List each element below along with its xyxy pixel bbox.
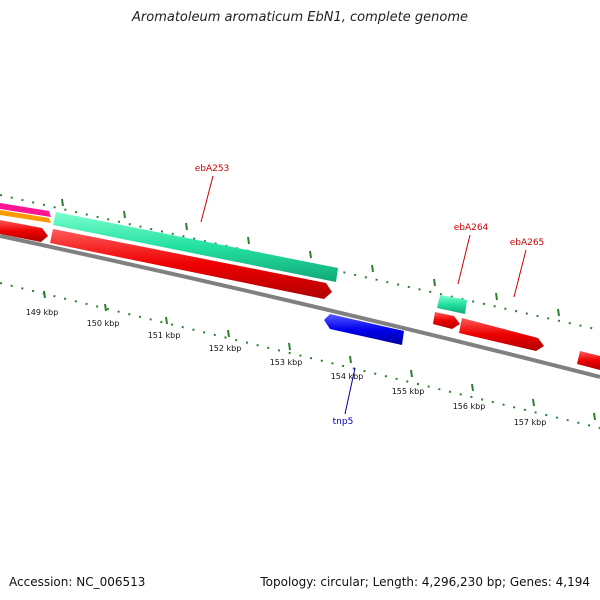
inner-major-tick (471, 383, 474, 392)
tick-label: 154 kbp (331, 372, 364, 381)
inner-major-tick (43, 290, 46, 299)
callout-line-ebA265 (513, 249, 527, 298)
gene-label-tnp5[interactable]: tnp5 (333, 417, 354, 427)
outer-major-tick (123, 210, 126, 219)
genome-backbone (0, 234, 600, 379)
map-title: Aromatoleum aromaticum EbN1, complete ge… (132, 10, 468, 25)
inner-major-tick (532, 398, 535, 407)
cds-feature-ebA253[interactable] (50, 229, 332, 299)
gene-label-ebA264[interactable]: ebA264 (454, 223, 489, 233)
tick-label: 153 kbp (270, 358, 303, 367)
inner-major-tick (410, 369, 413, 378)
inner-minor-ticks (0, 282, 600, 429)
callout-line-tnp5 (344, 367, 356, 415)
inner-major-tick (227, 329, 230, 338)
cds-feature-ebA264[interactable] (433, 312, 460, 329)
inner-major-tick (349, 355, 352, 364)
cds-feature-right-edge[interactable] (577, 351, 600, 370)
outer-major-tick (371, 264, 374, 273)
mobile-element-tnp5[interactable] (324, 314, 404, 345)
tick-label: 150 kbp (87, 319, 120, 328)
rna-feature-ebA253[interactable] (53, 212, 338, 282)
cds-feature-ebA265[interactable] (459, 318, 544, 351)
tick-label: 149 kbp (26, 308, 59, 317)
outer-major-tick (247, 236, 250, 245)
inner-tick-row (0, 282, 600, 429)
tick-label: 157 kbp (514, 418, 547, 427)
tick-label: 152 kbp (209, 344, 242, 353)
callout-line-ebA253 (200, 175, 214, 223)
inner-major-tick (165, 316, 168, 325)
inner-major-tick (104, 303, 107, 312)
gene-label-ebA265[interactable]: ebA265 (510, 238, 545, 248)
tick-label: 155 kbp (392, 387, 425, 396)
inner-major-tick (288, 342, 291, 351)
outer-major-tick (61, 198, 64, 207)
accession-label: Accession: NC_006513 (9, 575, 146, 589)
rna-feature-ebA264[interactable] (437, 295, 467, 314)
misc-feature-magenta[interactable] (0, 203, 51, 217)
tick-label: 156 kbp (453, 402, 486, 411)
genome-stats-label: Topology: circular; Length: 4,296,230 bp… (260, 575, 590, 589)
tick-labels: 149 kbp 150 kbp 151 kbp 152 kbp 153 kbp … (26, 308, 547, 427)
inner-major-tick (593, 412, 596, 421)
outer-major-tick (185, 222, 188, 231)
outer-tick-row (0, 194, 600, 331)
outer-major-tick (495, 292, 498, 301)
outer-major-tick (433, 278, 436, 287)
cds-feature-left[interactable] (0, 220, 48, 242)
misc-feature-orange[interactable] (0, 210, 51, 223)
callout-line-ebA264 (457, 234, 471, 285)
outer-major-tick (557, 308, 560, 317)
tick-label: 151 kbp (148, 331, 181, 340)
gene-label-ebA253[interactable]: ebA253 (195, 164, 230, 174)
outer-major-tick (309, 250, 312, 259)
